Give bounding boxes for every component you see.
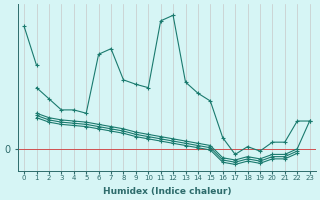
X-axis label: Humidex (Indice chaleur): Humidex (Indice chaleur) (103, 187, 231, 196)
